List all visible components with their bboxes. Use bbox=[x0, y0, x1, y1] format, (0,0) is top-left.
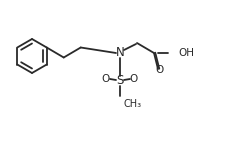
Text: O: O bbox=[130, 74, 138, 84]
Text: N: N bbox=[116, 47, 124, 60]
Text: O: O bbox=[102, 74, 110, 84]
Text: S: S bbox=[116, 74, 124, 88]
Text: CH₃: CH₃ bbox=[123, 99, 141, 109]
Text: OH: OH bbox=[178, 48, 194, 58]
Text: O: O bbox=[155, 65, 163, 75]
